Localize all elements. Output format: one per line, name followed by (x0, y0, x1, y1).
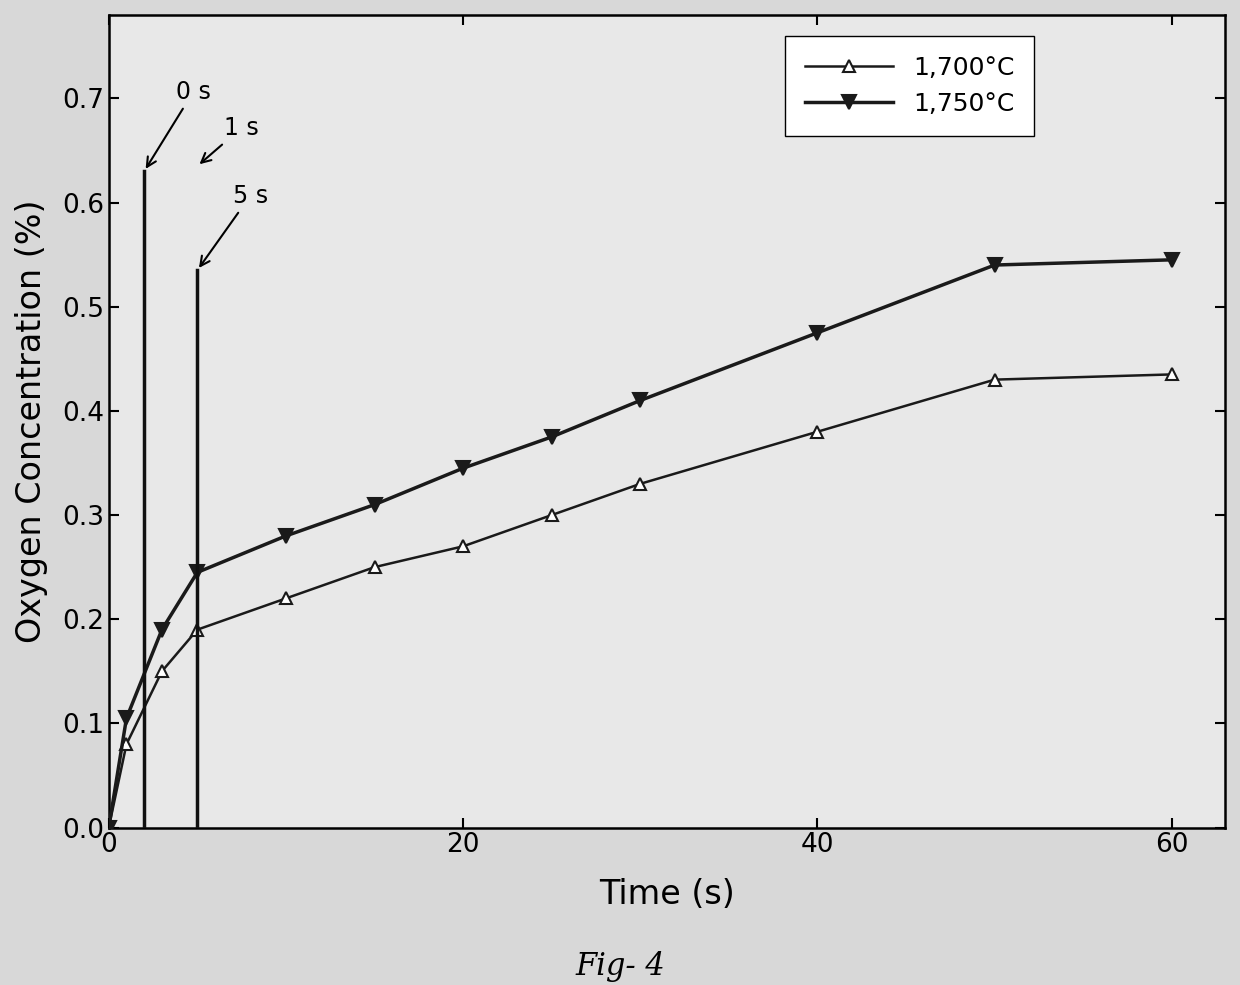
1,700°C (190, 624, 205, 635)
1,700°C (279, 593, 294, 605)
Text: 0 s: 0 s (146, 80, 211, 166)
1,750°C (632, 395, 647, 407)
Line: 1,700°C: 1,700°C (103, 368, 1178, 834)
Y-axis label: Oxygen Concentration (%): Oxygen Concentration (%) (15, 200, 48, 643)
1,750°C (102, 821, 117, 833)
1,700°C (455, 541, 470, 553)
1,750°C (987, 259, 1002, 271)
X-axis label: Time (s): Time (s) (599, 878, 735, 911)
1,750°C (190, 566, 205, 578)
Text: Fig- 4: Fig- 4 (575, 952, 665, 982)
Text: 1 s: 1 s (201, 116, 259, 163)
Text: 5 s: 5 s (201, 184, 268, 266)
Line: 1,750°C: 1,750°C (102, 253, 1179, 834)
1,750°C (1164, 254, 1179, 266)
1,700°C (810, 426, 825, 437)
1,700°C (632, 478, 647, 490)
1,750°C (544, 431, 559, 443)
1,750°C (455, 462, 470, 474)
1,700°C (119, 739, 134, 751)
1,750°C (119, 712, 134, 724)
1,700°C (544, 509, 559, 521)
1,700°C (102, 821, 117, 833)
1,700°C (367, 561, 382, 573)
1,700°C (987, 373, 1002, 385)
1,750°C (155, 624, 170, 635)
1,750°C (367, 498, 382, 510)
1,700°C (155, 666, 170, 678)
1,700°C (1164, 368, 1179, 380)
1,750°C (810, 327, 825, 339)
Legend: 1,700°C, 1,750°C: 1,700°C, 1,750°C (785, 35, 1034, 136)
1,750°C (279, 530, 294, 542)
